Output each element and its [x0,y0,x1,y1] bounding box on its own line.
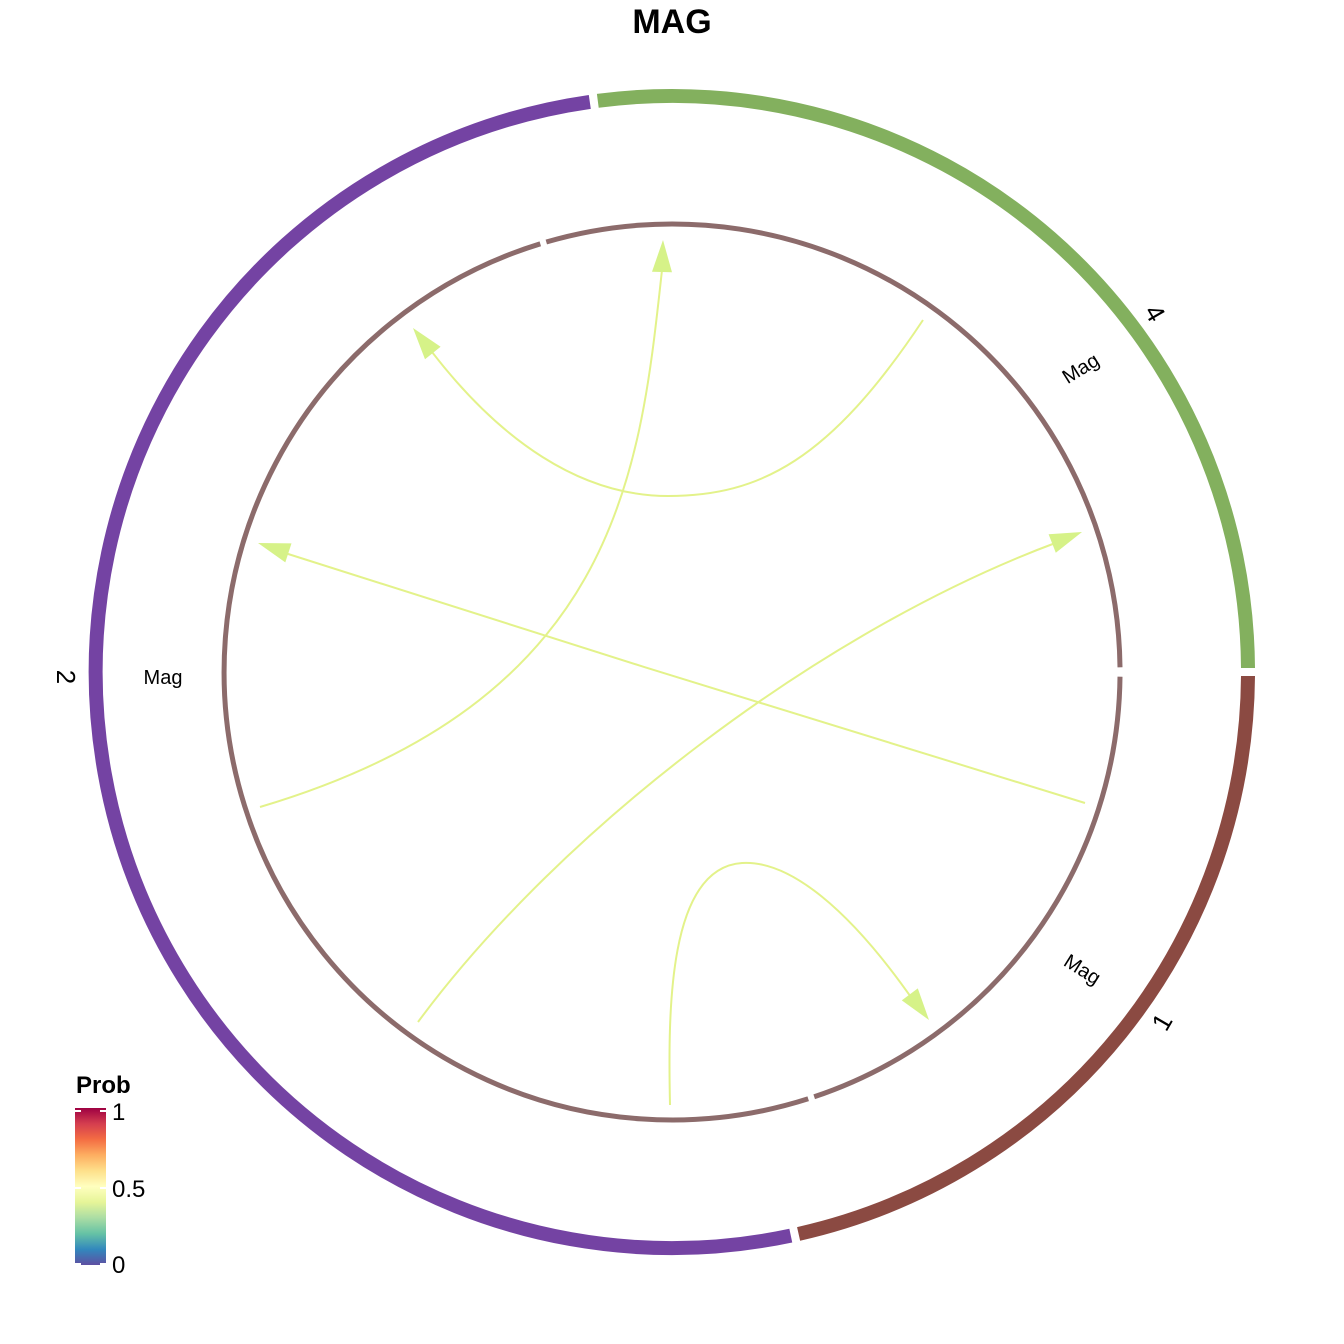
sector-arc-1 [797,675,1255,1241]
link-arrowhead [413,328,441,360]
chord-link-1-to-4 [258,543,1086,804]
chord-link-2-to-2 [259,240,672,808]
outer-sector-ring [88,89,1255,1256]
link-curve [417,541,1059,1023]
sector-label-2: 2 [51,670,81,684]
chord-links [258,240,1086,1106]
link-arrowhead [1048,532,1082,553]
chord-link-1-to-2 [417,532,1082,1023]
inner-track-2 [221,241,809,1123]
inner-track-ring [221,221,1123,1123]
legend-tick-label: 0.5 [112,1176,145,1203]
link-arrowhead [652,240,672,273]
ligand-label-sector-4: Mag [1059,349,1104,388]
ligand-label-sector-2: Mag [144,667,183,689]
sector-label-1: 1 [1145,1008,1178,1036]
chord-link-4-to-2 [413,319,924,498]
link-arrowhead [258,543,292,563]
chord-link-1-to-1 [668,861,929,1106]
ligand-label-sector-1: Mag [1060,950,1105,989]
link-curve [668,861,914,1106]
legend-tick-marks [75,1110,106,1265]
sector-label-4: 4 [1138,299,1171,327]
sector-arc-4 [596,89,1255,669]
legend-title: Prob [76,1072,131,1099]
link-curve [284,552,1086,804]
legend-tick-label: 0 [112,1252,125,1279]
inner-track-4 [545,221,1123,668]
legend-tick-label: 1 [112,1099,125,1126]
link-curve [259,269,663,808]
inner-track-1 [813,676,1123,1100]
legend-colorbar [75,1108,106,1265]
sector-arc-2 [88,94,793,1256]
link-curve [431,319,924,498]
prob-legend: Prob 1 0.5 0 [75,1072,145,1279]
link-arrowhead [901,988,929,1020]
chart-title: MAG [632,3,711,41]
